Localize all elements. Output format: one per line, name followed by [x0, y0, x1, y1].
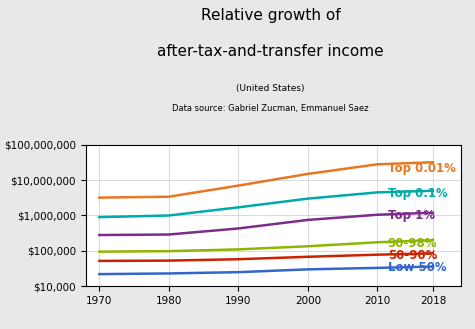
Y-axis label: (Logarithmic scale): (Logarithmic scale) — [0, 165, 1, 266]
Text: Top 0.1%: Top 0.1% — [388, 187, 447, 200]
Text: Data source: Gabriel Zucman, Emmanuel Saez: Data source: Gabriel Zucman, Emmanuel Sa… — [172, 104, 369, 113]
Text: 50-90%: 50-90% — [388, 249, 437, 262]
Text: Low 50%: Low 50% — [388, 261, 446, 274]
Text: Top 0.01%: Top 0.01% — [388, 162, 456, 174]
Text: Relative growth of: Relative growth of — [201, 8, 341, 23]
Text: Top 1%: Top 1% — [388, 209, 435, 222]
Text: 90-98%: 90-98% — [388, 237, 437, 250]
Text: (United States): (United States) — [237, 84, 305, 93]
Text: after-tax-and-transfer income: after-tax-and-transfer income — [157, 44, 384, 60]
